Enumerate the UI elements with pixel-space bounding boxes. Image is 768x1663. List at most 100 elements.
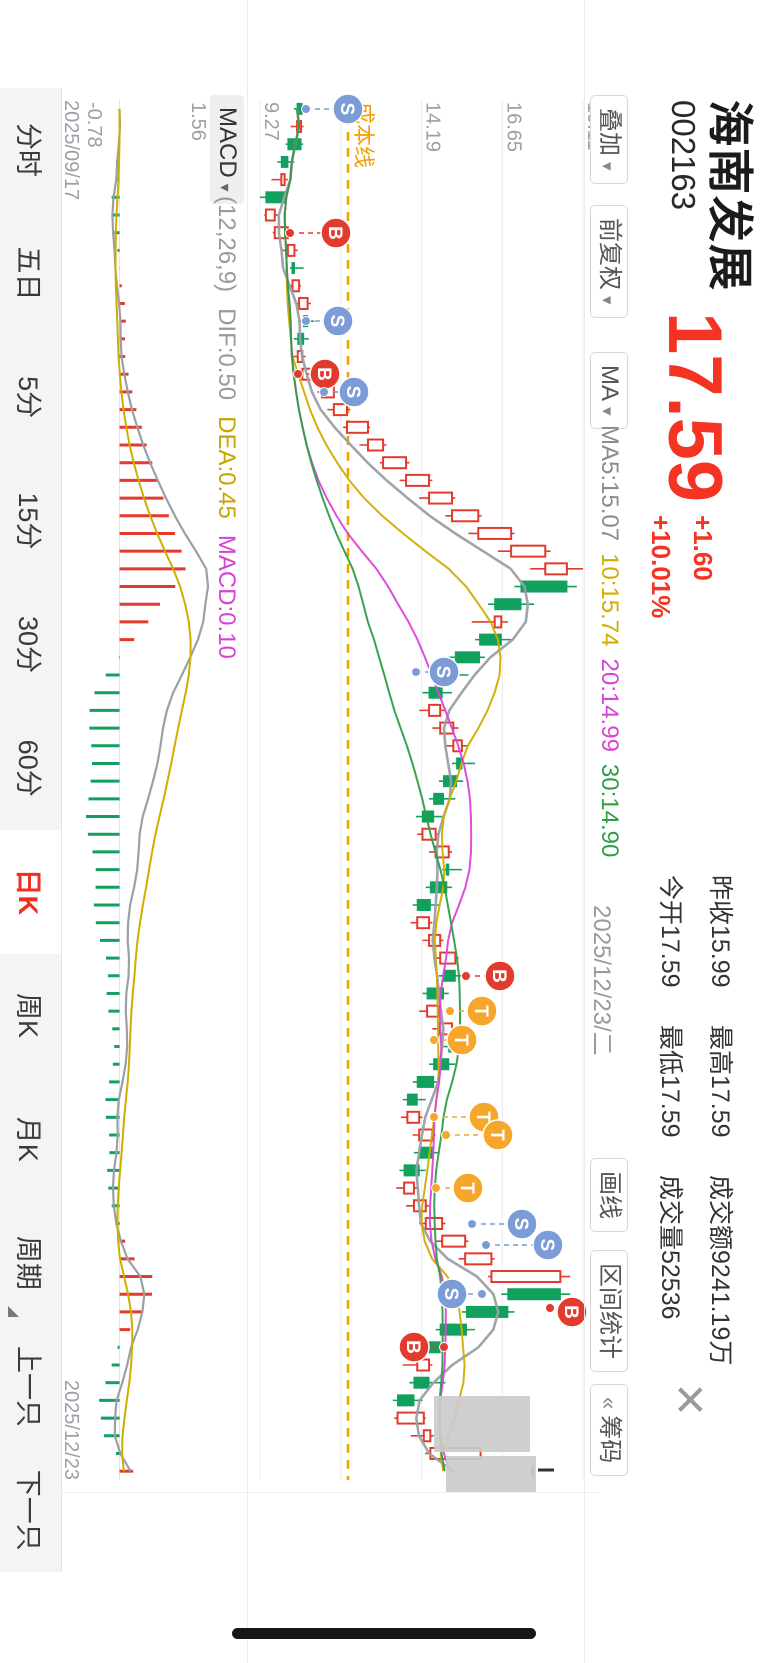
ma-dropdown[interactable]: MA ▾ <box>590 352 628 429</box>
chevron-down-icon: ▾ <box>216 183 233 192</box>
tab-weekly-k[interactable]: 周K <box>0 954 61 1078</box>
svg-text:S: S <box>342 386 363 399</box>
tab-period[interactable]: 周期 <box>0 1201 61 1325</box>
stat-high: 最高17.59 <box>706 1025 734 1138</box>
svg-text:T: T <box>472 1111 493 1123</box>
stat-volume: 成交量52536 <box>656 1175 684 1320</box>
svg-text:T: T <box>486 1129 507 1141</box>
svg-text:B: B <box>313 367 334 381</box>
tab-next-stock[interactable]: 下一只 <box>0 1448 61 1572</box>
adjust-dropdown[interactable]: 前复权 ▾ <box>590 205 628 318</box>
close-icon: ✕ <box>666 1382 713 1418</box>
date-axis: 2025/09/17 2025/12/23 <box>60 100 82 1480</box>
stock-name: 海南发展 <box>704 100 756 292</box>
chart-right-border <box>62 1492 600 1493</box>
tab-label: 15分 <box>13 492 43 550</box>
ma-value: 10:15.74 <box>596 553 623 647</box>
tab-daily-k[interactable]: 日K <box>0 830 61 954</box>
ma-values: MA5:15.07 10:15.74 20:14.99 30:14.90 <box>595 425 623 869</box>
tab-label: 日K <box>13 868 43 916</box>
overlay-dropdown[interactable]: 叠加 ▾ <box>590 95 628 184</box>
macd-indicator-dropdown[interactable]: MACD ▾ <box>210 95 244 204</box>
macd-panel: 1.56 -0.78 <box>83 100 210 1480</box>
draw-line-label: 画线 <box>596 1171 623 1219</box>
panel-divider <box>247 0 248 1663</box>
draw-line-button[interactable]: 画线 <box>590 1158 628 1232</box>
macd-values: (12,26,9) DIF:0.50 DEA:0.45 MACD:0.10 <box>212 196 240 675</box>
ma-value: 20:14.99 <box>596 658 623 752</box>
chip-overlay <box>434 1396 554 1492</box>
adjust-label: 前复权 <box>596 218 623 290</box>
home-indicator[interactable] <box>232 1628 536 1639</box>
chip-distribution-button[interactable]: « 筹码 <box>590 1384 628 1477</box>
range-statistics-label: 区间统计 <box>596 1263 623 1359</box>
period-tabbar: 分时五日 5分 15分 30分 60分日K 周K 月K 周期上一只下一只 <box>0 88 62 1572</box>
tab-five-day[interactable]: 五日 <box>0 212 61 336</box>
chevron-down-icon: ▾ <box>598 296 617 305</box>
macd-value: DEA:0.45 <box>213 416 240 519</box>
tab-label: 周期 <box>13 1235 43 1290</box>
svg-text:2025/09/17: 2025/09/17 <box>60 100 82 200</box>
toolbar-divider <box>584 0 585 1663</box>
corner-expand-icon <box>8 1305 19 1317</box>
svg-text:B: B <box>560 1305 581 1319</box>
tab-label: 60分 <box>13 739 43 797</box>
svg-text:T: T <box>470 1005 491 1017</box>
double-chevron-left-icon: « <box>597 1397 622 1410</box>
svg-text:16.65: 16.65 <box>502 102 524 152</box>
price-change: +1.60 <box>688 515 718 581</box>
svg-text:S: S <box>336 103 357 116</box>
macd-label: MACD <box>214 107 241 178</box>
macd-value: (12,26,9) <box>213 196 240 293</box>
cost-line: 成本线 <box>346 100 376 1480</box>
tab-label: 五日 <box>13 246 43 301</box>
svg-text:9.27: 9.27 <box>260 102 282 141</box>
ma-label: MA <box>596 365 623 401</box>
svg-text:T: T <box>450 1034 471 1046</box>
tab-5min[interactable]: 5分 <box>0 335 61 459</box>
svg-text:S: S <box>326 315 347 328</box>
ma-lines <box>277 108 530 1473</box>
svg-text:2025/12/23: 2025/12/23 <box>60 1380 82 1480</box>
svg-text:S: S <box>510 1218 531 1231</box>
chevron-down-icon: ▾ <box>598 407 617 416</box>
tab-label: 30分 <box>13 616 43 674</box>
tab-timeshare[interactable]: 分时 <box>0 88 61 212</box>
macd-value: MACD:0.10 <box>213 534 240 659</box>
svg-text:B: B <box>324 226 345 240</box>
svg-text:T: T <box>456 1182 477 1194</box>
svg-text:S: S <box>440 1288 461 1301</box>
stat-prev-close: 昨收15.99 <box>706 875 734 988</box>
current-price: 17.59 <box>652 312 737 503</box>
stock-code: 002163 <box>665 100 702 211</box>
close-button[interactable]: ✕ <box>666 1382 713 1418</box>
tab-label: 5分 <box>13 376 43 419</box>
tab-label: 上一只 <box>13 1346 43 1428</box>
svg-text:S: S <box>432 666 453 679</box>
tab-label: 分时 <box>13 122 43 177</box>
chevron-down-icon: ▾ <box>598 162 617 171</box>
tab-monthly-k[interactable]: 月K <box>0 1077 61 1201</box>
tab-30min[interactable]: 30分 <box>0 583 61 707</box>
tab-label: 月K <box>13 1116 43 1162</box>
tab-15min[interactable]: 15分 <box>0 459 61 583</box>
macd-value: DIF:0.50 <box>213 308 240 401</box>
svg-text:-0.78: -0.78 <box>83 102 105 148</box>
tab-60min[interactable]: 60分 <box>0 706 61 830</box>
svg-text:S: S <box>536 1239 557 1252</box>
svg-text:B: B <box>402 1340 423 1354</box>
tab-label: 下一只 <box>13 1469 43 1551</box>
range-statistics-button[interactable]: 区间统计 <box>590 1250 628 1372</box>
tab-prev-stock[interactable]: 上一只 <box>0 1325 61 1449</box>
stat-turnover: 成交额9241.19万 <box>706 1175 734 1366</box>
svg-text:1.56: 1.56 <box>187 102 209 141</box>
overlay-label: 叠加 <box>596 108 623 156</box>
tab-label: 周K <box>13 993 43 1039</box>
trade-markers: S B S B S S B T T T T T S S S B B <box>285 93 588 1363</box>
ma-value: MA5:15.07 <box>596 425 623 542</box>
price-change-percent: +10.01% <box>646 515 676 619</box>
svg-text:B: B <box>488 969 509 983</box>
